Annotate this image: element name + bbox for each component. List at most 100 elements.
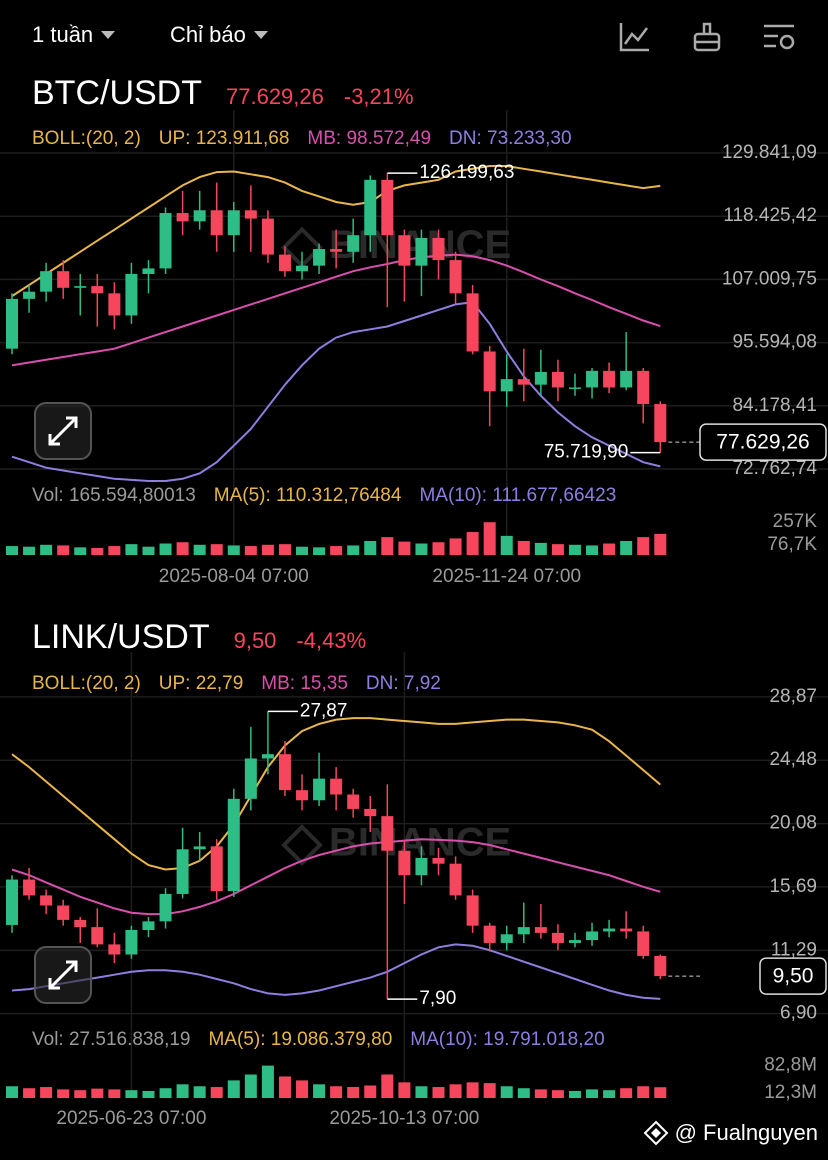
volume-bar <box>398 1082 411 1098</box>
volume-bar <box>330 1086 343 1098</box>
candle-body <box>23 291 36 299</box>
pair-title: BTC/USDT <box>32 74 202 112</box>
volume-bar <box>91 547 104 555</box>
volume-legend-entry: MA(5): 110.312,76484 <box>213 485 402 506</box>
interval-label: 1 tuần <box>32 22 94 47</box>
volume-bar <box>244 1074 257 1098</box>
volume-bar <box>23 546 36 555</box>
chart-type-icon[interactable] <box>618 20 652 54</box>
indicator-selector[interactable]: Chỉ báo <box>170 22 268 48</box>
volume-legend-entry: MA(10): 111.677,66423 <box>419 485 617 506</box>
candle-body <box>466 293 479 352</box>
credit: @ Fualnguyen <box>643 1120 818 1146</box>
volume-bar <box>330 546 343 555</box>
volume-bar <box>483 522 496 555</box>
volume-bar <box>278 1076 291 1098</box>
low-annotation: 7,90 <box>419 988 456 1009</box>
high-annotation: 27,87 <box>300 700 348 721</box>
boll-legend-entry: UP: 123.911,68 <box>158 128 290 149</box>
candle-body <box>637 931 650 956</box>
candle-body <box>23 879 36 896</box>
candle-body <box>125 929 138 955</box>
candle-body <box>534 371 547 385</box>
candle-body <box>261 218 274 255</box>
volume-bar <box>91 1088 104 1098</box>
y-tick-label: 28,87 <box>769 686 817 707</box>
y-tick-label: 95.594,08 <box>732 332 817 353</box>
candle-body <box>637 370 650 405</box>
volume-bar <box>415 1086 428 1098</box>
volume-bar <box>364 540 377 555</box>
pair-title: LINK/USDT <box>32 618 210 656</box>
candle-body <box>364 179 377 236</box>
candle-body <box>278 754 291 791</box>
candle-body <box>227 798 240 892</box>
pair-header: LINK/USDT 9,50 -4,43% <box>32 618 386 657</box>
volume-bar <box>57 545 70 555</box>
volume-bar <box>176 542 189 555</box>
volume-bar <box>620 540 633 555</box>
boll-line <box>11 717 661 871</box>
boll-line <box>11 838 661 916</box>
volume-bar <box>159 543 172 555</box>
volume-bar <box>517 1088 530 1098</box>
candle-body <box>227 210 240 236</box>
candle-body <box>108 944 121 955</box>
candle-body <box>296 790 309 801</box>
boll-line <box>11 943 661 1000</box>
volume-bar <box>296 1080 309 1098</box>
candle-body <box>261 754 274 759</box>
x-tick-label: 2025-08-04 07:00 <box>159 566 309 587</box>
candle-body <box>74 286 87 288</box>
y-tick-label: 24,48 <box>769 749 817 770</box>
volume-bar <box>534 542 547 555</box>
candle-body <box>432 237 445 261</box>
volume-tick-label: 76,7K <box>767 534 817 555</box>
volume-bar <box>517 540 530 555</box>
last-price-label: 77.629,26 <box>716 431 809 454</box>
candle-body <box>398 850 411 876</box>
candle-body <box>244 210 257 219</box>
settings-icon[interactable] <box>762 20 796 54</box>
candle-body <box>142 268 155 274</box>
expand-button[interactable] <box>34 402 92 460</box>
candle-body <box>330 249 343 252</box>
volume-bar <box>432 542 445 555</box>
candle-body <box>603 370 616 388</box>
candle-body <box>176 849 189 894</box>
candle-body <box>620 928 633 932</box>
candle-body <box>74 919 87 928</box>
style-icon[interactable] <box>692 20 722 54</box>
expand-button[interactable] <box>34 946 92 1004</box>
candle-body <box>517 379 530 385</box>
candle-body <box>296 265 309 272</box>
candle-body <box>278 254 291 272</box>
volume-bar <box>398 541 411 555</box>
volume-bar <box>381 537 394 555</box>
volume-bar <box>142 1090 155 1098</box>
candle-body <box>244 758 257 799</box>
y-tick-label: 11,29 <box>771 939 817 960</box>
volume-bar <box>210 544 223 555</box>
candle-body <box>449 260 462 294</box>
boll-label: BOLL:(20, 2) <box>32 673 141 694</box>
y-tick-label: 15,69 <box>769 876 817 897</box>
candle-body <box>500 934 513 943</box>
candle-body <box>40 271 53 292</box>
expand-icon <box>48 960 78 990</box>
volume-bar <box>381 1074 394 1098</box>
interval-selector[interactable]: 1 tuần <box>32 22 116 48</box>
volume-bar <box>6 546 18 555</box>
volume-bar <box>261 1065 274 1098</box>
volume-legend-entry: Vol: 27.516.838,19 <box>32 1029 191 1050</box>
volume-bar <box>40 1087 53 1098</box>
volume-bar <box>551 1090 564 1098</box>
boll-legend: BOLL:(20, 2) UP: 22,79 MB: 15,35 DN: 7,92 <box>32 673 459 695</box>
candle-body <box>193 846 206 850</box>
volume-bar <box>108 546 121 555</box>
candle-body <box>108 293 121 316</box>
volume-bar <box>261 544 274 555</box>
volume-bar <box>637 1086 650 1098</box>
